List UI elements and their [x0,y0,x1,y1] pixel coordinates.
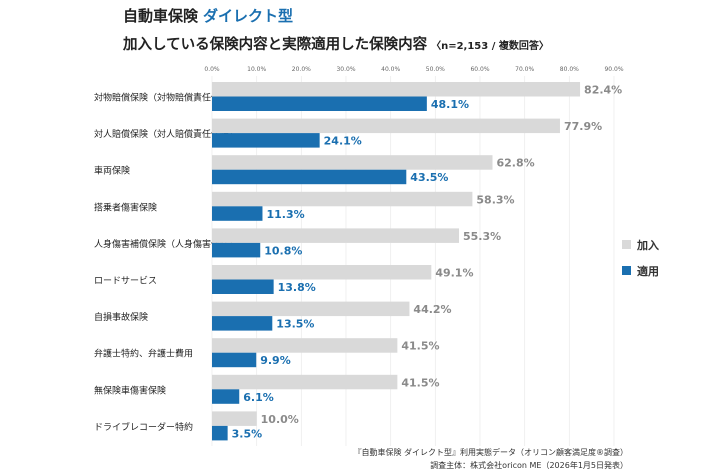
category-label: 人身傷害補償保険（人身傷害保険） [94,238,238,250]
bar-加入 [212,374,398,390]
publisher-note: 調査主体：株式会社oricon ME（2026年1月5日発表） [430,460,628,470]
category-label: ドライブレコーダー特約 [94,421,193,433]
data-label: 43.5% [410,171,448,184]
bar-加入 [212,118,560,134]
bar-加入 [212,338,398,353]
category-label: 対人賠償保険（対人賠償責任保険） [94,128,238,140]
category-label: 無保険車傷害保険 [94,384,166,396]
bar-加入 [212,155,493,170]
data-label: 62.8% [497,157,535,170]
bar-適用 [212,316,273,331]
chart-title: 自動車保険 ダイレクト型 [123,7,293,25]
x-tick-label: 10.0% [247,66,266,73]
bar-加入 [212,82,581,97]
x-tick-label: 70.0% [515,66,534,73]
data-label: 3.5% [232,427,263,440]
bar-適用 [212,96,427,111]
data-label: 9.9% [260,354,291,367]
data-label: 6.1% [243,391,274,404]
bar-加入 [212,191,473,207]
legend-label: 適用 [637,264,659,278]
x-tick-label: 40.0% [381,66,400,73]
data-label: 49.1% [435,267,473,280]
x-tick-label: 0.0% [204,66,220,73]
legend-label: 加入 [636,238,659,252]
data-label: 44.2% [413,303,451,316]
data-label: 41.5% [401,340,439,353]
bar-適用 [212,169,407,185]
data-label: 13.5% [276,318,314,331]
bar-加入 [212,301,410,317]
bar-適用 [212,389,240,404]
bar-適用 [212,352,257,368]
bar-加入 [212,411,257,426]
bar-適用 [212,242,261,258]
x-tick-label: 60.0% [470,66,489,73]
legend-swatch [622,266,631,275]
x-tick-label: 80.0% [560,66,579,73]
data-label: 58.3% [476,193,514,206]
legend-swatch [622,240,631,249]
data-label: 77.9% [564,120,602,133]
data-label: 10.8% [264,244,302,257]
category-label: 車両保険 [94,165,130,177]
data-label: 13.8% [278,281,316,294]
data-label: 48.1% [431,98,469,111]
category-label: 自損事故保険 [94,311,148,323]
x-tick-label: 50.0% [426,66,445,73]
chart-subtitle: 加入している保険内容と実際適用した保険内容 〈n=2,153 / 複数回答〉 [122,35,549,53]
data-label: 11.3% [266,208,304,221]
category-label: ロードサービス [94,276,157,287]
bar-加入 [212,265,432,280]
data-label: 41.5% [401,376,439,389]
bar-適用 [212,133,320,148]
x-tick-label: 90.0% [604,66,623,73]
data-label: 24.1% [324,135,362,148]
data-label: 82.4% [584,84,622,97]
category-label: 搭乗者傷害保険 [94,201,157,213]
bar-適用 [212,206,263,221]
bar-適用 [212,279,274,294]
category-label: 弁護士特約、弁護士費用 [94,348,193,360]
source-note: 『自動車保険 ダイレクト型』利用実態データ（オリコン顧客満足度®調査） [353,447,628,457]
data-label: 55.3% [463,230,501,243]
x-tick-label: 30.0% [336,66,355,73]
data-label: 10.0% [261,413,299,426]
x-tick-label: 20.0% [292,66,311,73]
category-label: 対物賠償保険（対物賠償責任保険） [94,92,238,104]
bar-加入 [212,228,460,243]
bar-適用 [212,425,228,441]
